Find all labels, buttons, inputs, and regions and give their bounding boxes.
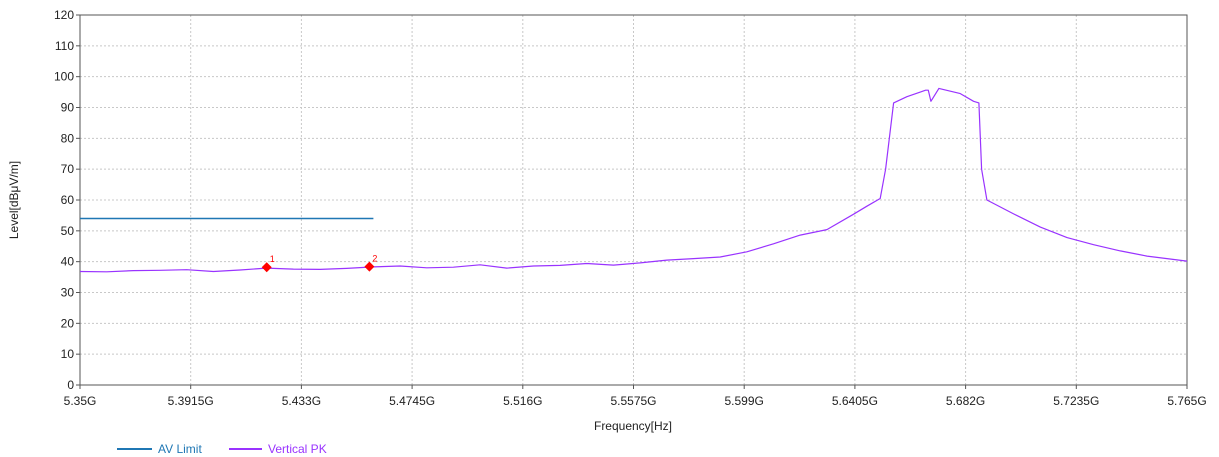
marker-1 xyxy=(261,262,272,273)
y-tick-label: 60 xyxy=(61,193,75,207)
series-line-vertical-pk xyxy=(79,87,1188,273)
y-tick-label: 30 xyxy=(61,286,75,300)
legend-label-av-limit: AV Limit xyxy=(158,442,202,456)
legend: AV Limit Vertical PK xyxy=(117,442,327,456)
x-tick-label: 5.765G xyxy=(1167,394,1206,408)
y-tick-label: 20 xyxy=(61,316,75,330)
legend-label-vertical-pk: Vertical PK xyxy=(268,442,327,456)
x-tick-label: 5.433G xyxy=(282,394,321,408)
y-tick-label: 40 xyxy=(61,255,75,269)
x-tick-label: 5.7235G xyxy=(1053,394,1099,408)
y-tick-label: 10 xyxy=(61,347,75,361)
x-tick-label: 5.516G xyxy=(503,394,542,408)
x-tick-label: 5.35G xyxy=(64,394,97,408)
marker-label-2: 2 xyxy=(372,254,377,264)
y-axis-title: Level[dBμV/m] xyxy=(7,161,21,239)
marker-2 xyxy=(364,261,375,272)
grid xyxy=(80,15,1187,385)
x-tick-label: 5.3915G xyxy=(168,394,214,408)
x-tick-label: 5.4745G xyxy=(389,394,435,408)
y-tick-label: 50 xyxy=(61,224,75,238)
y-tick-label: 0 xyxy=(67,378,74,392)
x-tick-label: 5.6405G xyxy=(832,394,878,408)
y-tick-label: 100 xyxy=(54,70,74,84)
y-tick-label: 120 xyxy=(54,8,74,22)
y-tick-label: 80 xyxy=(61,131,75,145)
x-tick-label: 5.682G xyxy=(946,394,985,408)
marker-label-1: 1 xyxy=(270,254,275,264)
y-tick-label: 70 xyxy=(61,162,75,176)
series-group xyxy=(79,87,1188,273)
y-tick-label: 90 xyxy=(61,101,75,115)
x-tick-label: 5.599G xyxy=(725,394,764,408)
y-tick-label: 110 xyxy=(55,39,74,53)
x-tick-label: 5.5575G xyxy=(610,394,656,408)
x-axis-title: Frequency[Hz] xyxy=(594,419,672,433)
x-axis-ticks: 5.35G 5.3915G 5.433G 5.4745G 5.516G 5.5575G 5.… xyxy=(64,385,1207,408)
y-axis-ticks: 0 10 20 30 40 50 60 70 80 90 100 110 120 xyxy=(54,8,80,392)
